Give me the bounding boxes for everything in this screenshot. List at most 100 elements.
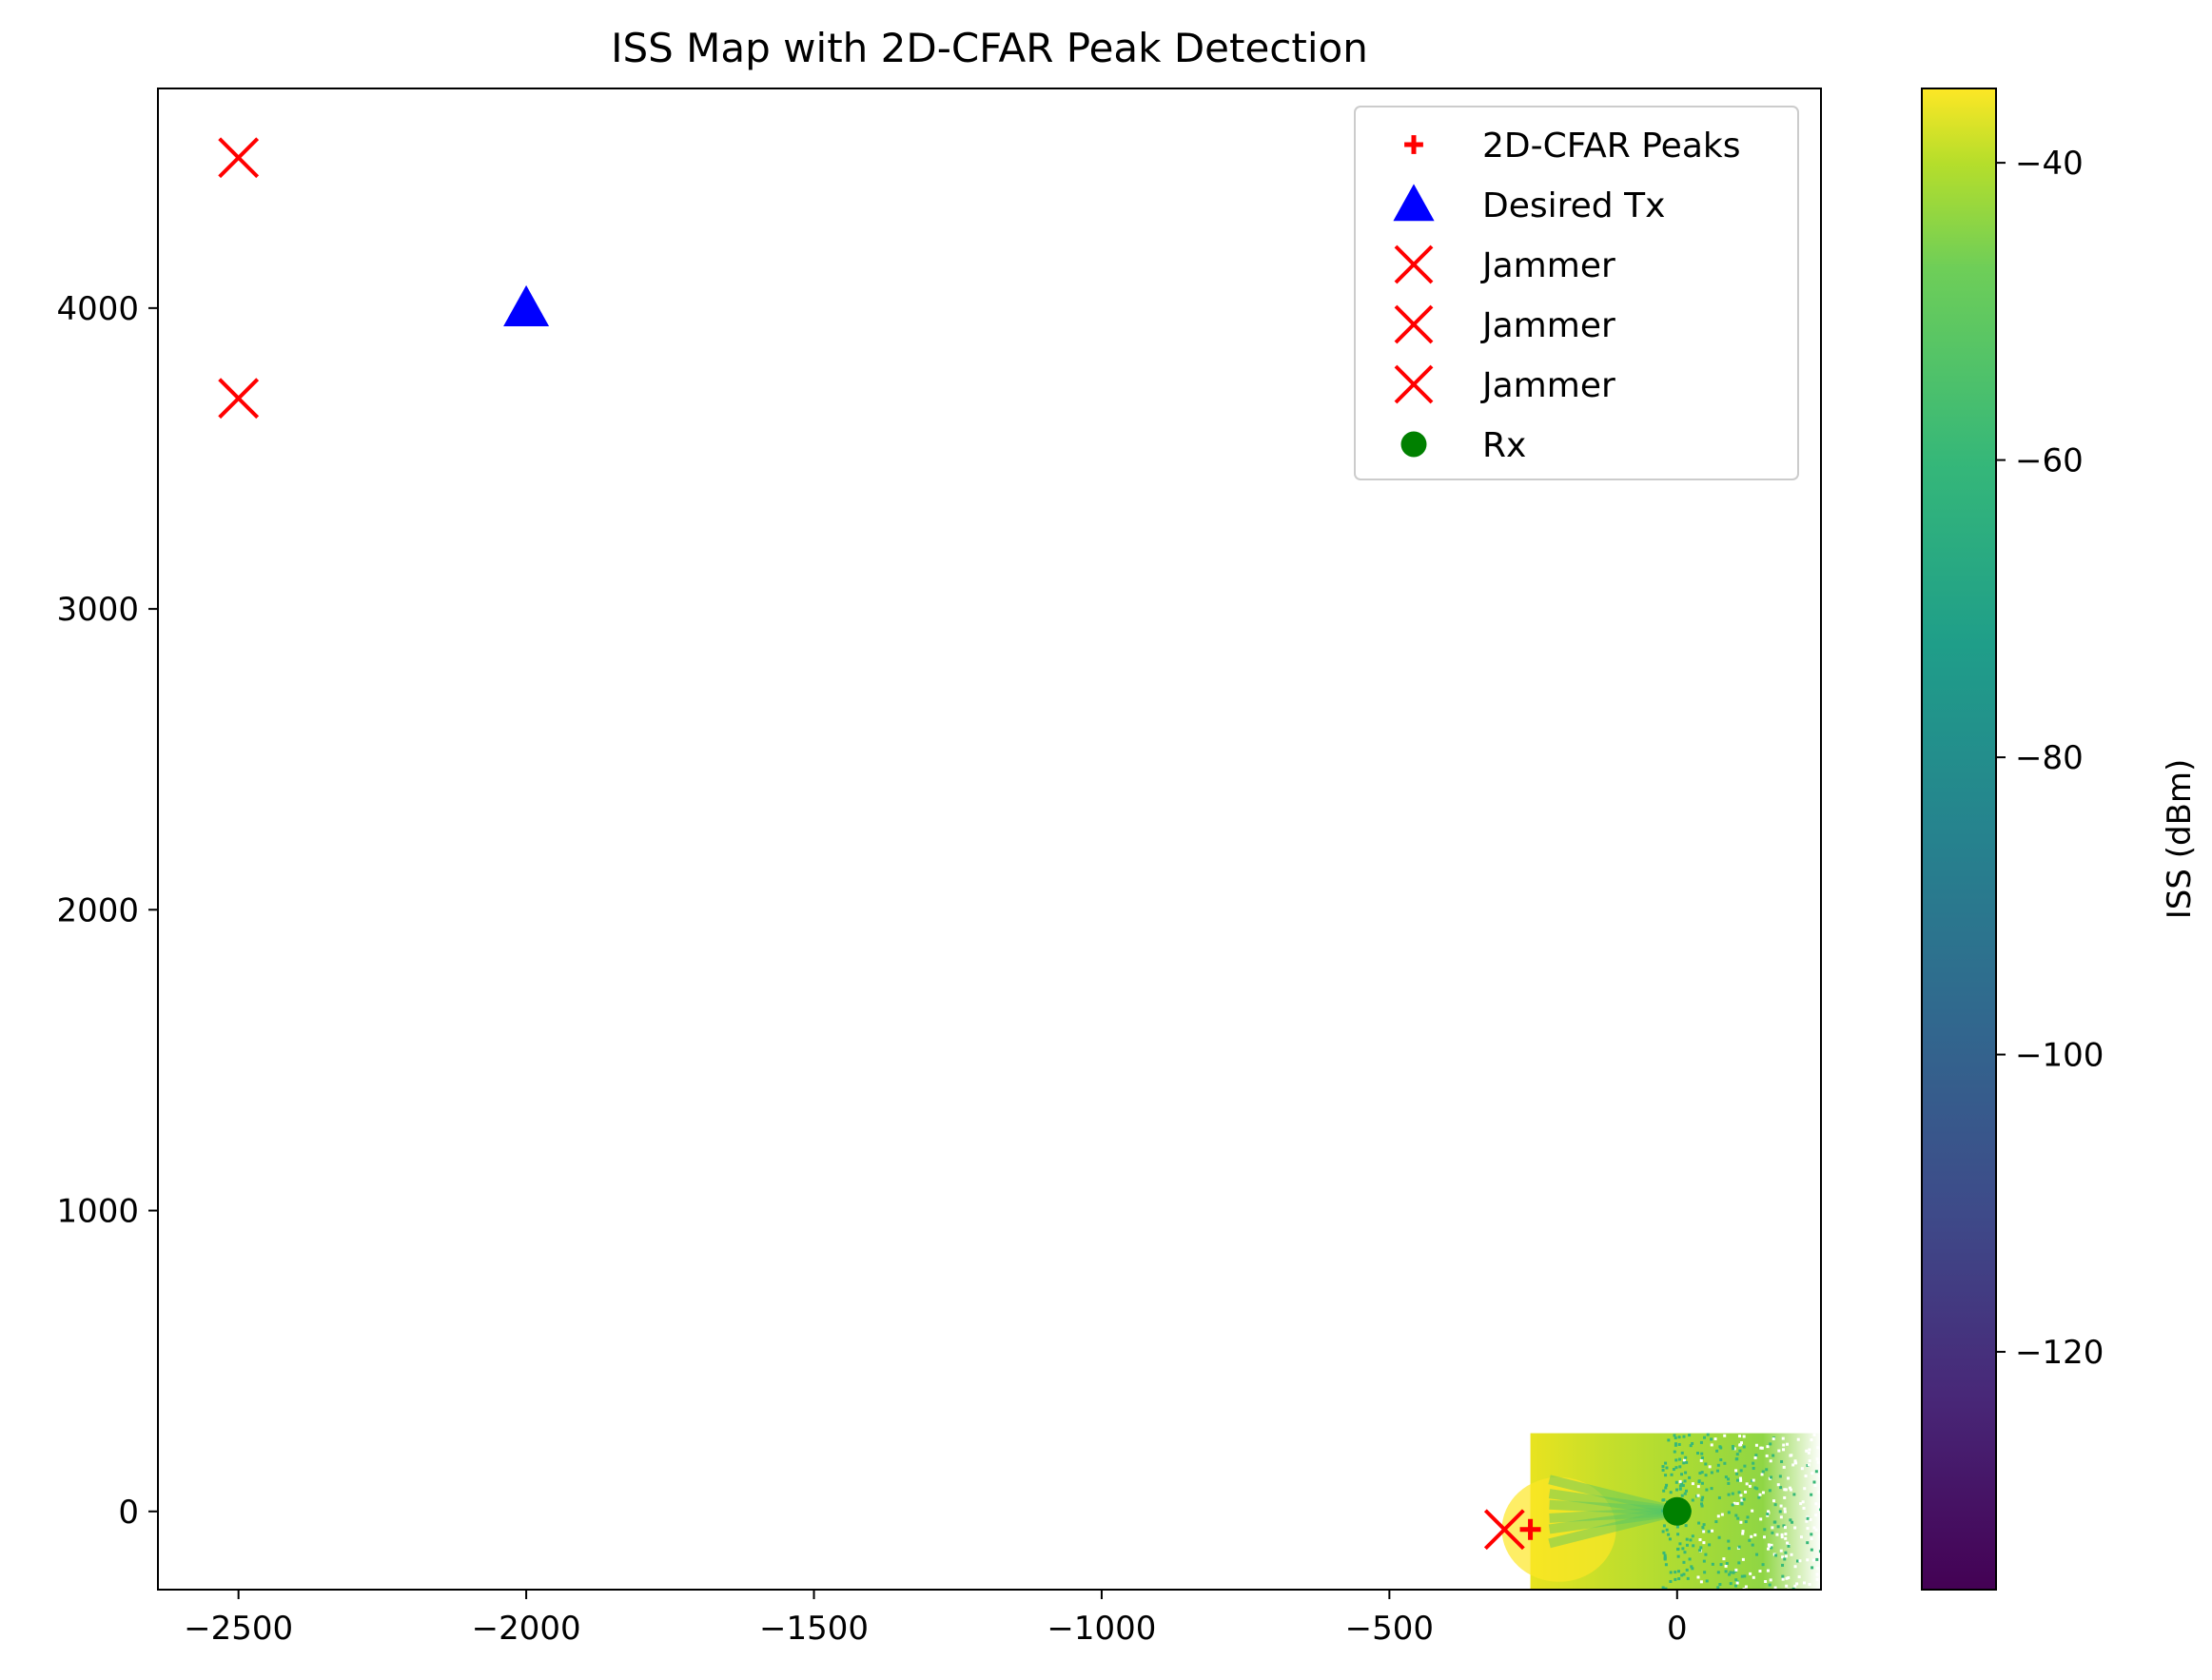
heatmap-speckle: [1743, 1464, 1747, 1468]
heatmap-speckle: [1663, 1557, 1667, 1561]
legend-entry-label: Jammer: [1480, 366, 1615, 405]
heatmap-speckle: [1737, 1545, 1741, 1549]
heatmap-speckle: [1799, 1535, 1803, 1539]
heatmap-speckle: [1781, 1563, 1785, 1567]
heatmap-speckle: [1685, 1543, 1689, 1547]
heatmap-speckle: [1774, 1553, 1778, 1557]
heatmap-speckle: [1700, 1504, 1704, 1508]
heatmap-speckle: [1708, 1543, 1712, 1547]
heatmap-speckle: [1785, 1576, 1789, 1580]
heatmap-speckle: [1763, 1535, 1767, 1539]
heatmap-speckle: [1716, 1571, 1720, 1574]
heatmap-speckle: [1753, 1486, 1757, 1490]
heatmap-speckle: [1783, 1488, 1787, 1492]
heatmap-speckle: [1802, 1581, 1806, 1585]
heatmap-speckle: [1808, 1448, 1811, 1452]
jammer-marker: [1394, 304, 1434, 344]
heatmap-speckle: [1700, 1498, 1704, 1502]
y-tick-label: 2000: [56, 891, 139, 929]
heatmap-speckle: [1705, 1488, 1709, 1492]
heatmap-speckle: [1732, 1501, 1736, 1505]
heatmap-speckle: [1715, 1469, 1719, 1473]
plot-frame: [157, 88, 1822, 1591]
heatmap-speckle: [1793, 1459, 1797, 1463]
heatmap-speckle: [1696, 1452, 1700, 1455]
heatmap-speckle: [1770, 1546, 1773, 1550]
heatmap-speckle: [1791, 1463, 1795, 1467]
heatmap-speckle: [1685, 1537, 1689, 1541]
heatmap-speckle: [1812, 1433, 1816, 1436]
heatmap-speckle: [1678, 1457, 1682, 1461]
heatmap-speckle: [1683, 1479, 1687, 1483]
heatmap-speckle: [1700, 1456, 1704, 1460]
heatmap-speckle: [1716, 1586, 1720, 1590]
heatmap-streak: [1548, 1506, 1678, 1534]
heatmap-speckle: [1723, 1461, 1727, 1465]
heatmap-speckle: [1734, 1578, 1738, 1582]
heatmap-speckle: [1750, 1534, 1753, 1538]
heatmap-speckle: [1678, 1465, 1682, 1469]
heatmap-speckle: [1673, 1450, 1676, 1454]
heatmap-speckle: [1711, 1529, 1714, 1533]
heatmap-speckle: [1741, 1532, 1745, 1535]
heatmap-speckle: [1670, 1473, 1674, 1476]
heatmap-speckle: [1772, 1436, 1775, 1440]
x-tick-label: −1500: [759, 1610, 869, 1648]
heatmap-speckle: [1742, 1435, 1746, 1438]
heatmap-streak: [1548, 1506, 1679, 1549]
heatmap-speckle: [1669, 1571, 1673, 1574]
heatmap-speckle: [1818, 1534, 1821, 1538]
heatmap-speckle: [1754, 1454, 1758, 1457]
heatmap-speckle: [1662, 1551, 1666, 1554]
heatmap-speckle: [1735, 1453, 1739, 1456]
heatmap-speckle: [1667, 1438, 1671, 1442]
heatmap-speckle: [1663, 1553, 1667, 1557]
heatmap-speckle: [1771, 1526, 1774, 1530]
jammer-marker: [1394, 244, 1434, 284]
heatmap-speckle: [1732, 1571, 1735, 1574]
heatmap-speckle: [1673, 1434, 1676, 1437]
jammer-marker: [1394, 364, 1434, 404]
heatmap-hotspot: [1501, 1476, 1616, 1582]
heatmap-speckle: [1678, 1479, 1682, 1483]
heatmap-streak: [1549, 1499, 1678, 1516]
heatmap-speckle: [1664, 1563, 1668, 1567]
heatmap-speckle: [1813, 1483, 1817, 1487]
heatmap-speckle: [1713, 1437, 1717, 1441]
heatmap-streak: [1549, 1506, 1678, 1523]
legend-entry-label: Desired Tx: [1482, 186, 1665, 225]
heatmap-speckle: [1728, 1573, 1732, 1576]
heatmap-speckle: [1682, 1461, 1686, 1465]
heatmap-speckle: [1678, 1542, 1682, 1546]
x-tick-label: −2000: [472, 1610, 581, 1648]
heatmap-speckle: [1667, 1533, 1671, 1536]
heatmap-speckle: [1779, 1515, 1783, 1519]
y-tick-label: 4000: [56, 290, 139, 328]
colorbar-label: ISS (dBm): [2161, 759, 2199, 920]
heatmap-speckle: [1787, 1575, 1791, 1579]
heatmap-speckle: [1680, 1473, 1684, 1476]
heatmap-speckle: [1739, 1469, 1743, 1473]
scatter-markers: [218, 137, 1692, 1551]
heatmap-speckle: [1674, 1571, 1677, 1574]
heatmap-speckle: [1739, 1520, 1743, 1524]
heatmap-speckle: [1779, 1504, 1783, 1508]
heatmap-speckle: [1810, 1438, 1813, 1442]
heatmap-speckle: [1787, 1476, 1791, 1480]
heatmap-speckle: [1699, 1440, 1703, 1444]
colorbar-tick-label: −80: [2015, 739, 2084, 777]
heatmap-speckle: [1736, 1516, 1740, 1520]
heatmap-speckle: [1689, 1538, 1693, 1542]
x-tick-label: −500: [1345, 1610, 1434, 1648]
heatmap-speckle: [1815, 1567, 1819, 1571]
colorbar-tick-label: −120: [2015, 1334, 2104, 1372]
heatmap-speckle: [1698, 1549, 1702, 1553]
heatmap-speckle: [1757, 1495, 1761, 1499]
heatmap-speckle: [1782, 1465, 1786, 1469]
heatmap-speckle: [1796, 1437, 1800, 1441]
heatmap-speckle: [1735, 1472, 1739, 1475]
heatmap-speckle: [1696, 1494, 1700, 1497]
heatmap-speckle: [1680, 1494, 1684, 1497]
colorbar-tick-label: −100: [2015, 1037, 2104, 1075]
y-tick-label: 1000: [56, 1193, 139, 1231]
